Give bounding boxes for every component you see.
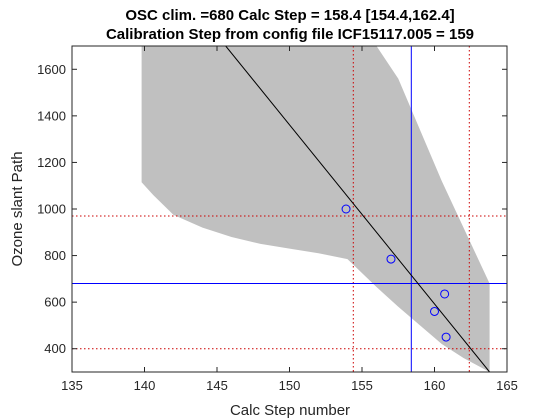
fit-line <box>225 46 490 372</box>
y-axis-label: Ozone slant Path <box>9 151 26 266</box>
confidence-band <box>141 46 490 372</box>
data-point-1 <box>386 254 396 264</box>
y-tick-label-4: 1200 <box>37 155 66 170</box>
data-point-4 <box>441 332 451 342</box>
plot-layer <box>72 46 507 372</box>
x-tick-label-6: 165 <box>496 378 518 393</box>
chart-title-line2: Calibration Step from config file ICF151… <box>106 26 474 43</box>
data-point-2 <box>440 289 450 299</box>
x-tick-label-0: 135 <box>61 378 83 393</box>
tick-layer: 135 140 145 150 155 160 165 400 600 800 1000 1200 14… <box>37 46 518 393</box>
data-point-3 <box>430 306 439 316</box>
x-tick-label-1: 140 <box>134 378 156 393</box>
x-tick-label-5: 160 <box>424 378 446 393</box>
x-axis-label: Calc Step number <box>230 402 350 419</box>
y-tick-label-3: 1000 <box>37 202 66 217</box>
data-point-0 <box>341 204 351 214</box>
y-tick-label-5: 1400 <box>37 108 66 123</box>
y-tick-label-0: 400 <box>44 341 66 356</box>
y-tick-label-6: 1600 <box>37 62 66 77</box>
x-tick-label-3: 150 <box>279 378 301 393</box>
y-tick-label-2: 800 <box>44 248 66 263</box>
x-tick-label-2: 145 <box>206 378 228 393</box>
y-tick-label-1: 600 <box>44 295 66 310</box>
x-tick-label-4: 155 <box>351 378 373 393</box>
chart-title-line1: OSC clim. =680 Calc Step = 158.4 [154.4,… <box>125 7 454 24</box>
